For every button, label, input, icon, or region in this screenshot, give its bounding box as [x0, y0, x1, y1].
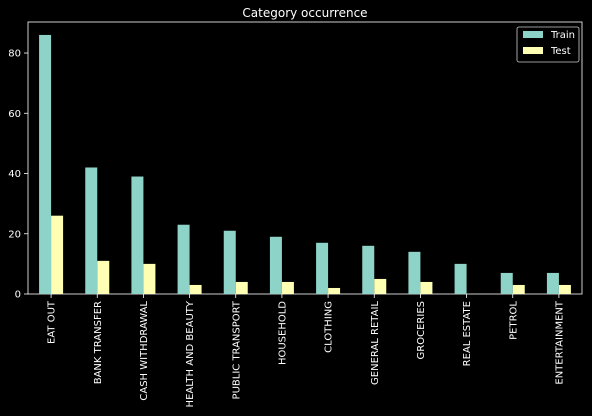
- bar-test-household: [281, 281, 294, 294]
- bar-test-bank-transfer: [97, 260, 110, 294]
- y-tick-label: 80: [8, 49, 21, 60]
- bar-train-cash-withdrawal: [131, 176, 144, 294]
- bar-train-clothing: [316, 242, 329, 294]
- bar-test-petrol: [512, 284, 525, 294]
- bar-train-groceries: [408, 251, 421, 294]
- legend: Train Test: [516, 26, 580, 63]
- y-tick-label: 20: [8, 229, 21, 240]
- bars: [39, 34, 571, 294]
- x-axis: EAT OUT BANK TRANSFER CASH WITHDRAWAL HEALT…: [47, 294, 565, 407]
- legend-label-train: Train: [550, 30, 575, 41]
- x-tick-label-public-transport: PUBLIC TRANSPORT: [231, 300, 242, 399]
- bar-train-household: [269, 236, 282, 294]
- x-tick-label-petrol: PETROL: [508, 301, 519, 340]
- y-axis: 0 20 40 60 80: [8, 49, 28, 301]
- x-tick-label-bank-transfer: BANK TRANSFER: [93, 301, 104, 384]
- bar-train-entertainment: [546, 272, 559, 294]
- x-tick-label-clothing: CLOTHING: [324, 301, 335, 353]
- y-tick-label: 0: [15, 290, 21, 301]
- bar-test-clothing: [328, 287, 341, 294]
- bar-test-groceries: [420, 281, 433, 294]
- plot-area-frame: [27, 21, 583, 295]
- legend-label-test: Test: [550, 46, 571, 57]
- x-tick-label-entertainment: ENTERTAINMENT: [554, 300, 565, 384]
- bar-train-public-transport: [223, 230, 236, 294]
- x-tick-label-eat-out: EAT OUT: [47, 300, 58, 344]
- x-tick-label-cash-withdrawal: CASH WITHDRAWAL: [139, 301, 150, 401]
- legend-swatch-train: [523, 31, 543, 38]
- bar-test-general-retail: [374, 278, 387, 294]
- x-tick-label-groceries: GROCERIES: [416, 301, 427, 359]
- bar-train-petrol: [500, 272, 513, 294]
- bar-test-entertainment: [558, 284, 571, 294]
- bar-test-eat-out: [51, 215, 64, 294]
- x-tick-label-health-and-beauty: HEALTH AND BEAUTY: [185, 300, 196, 407]
- bar-train-eat-out: [39, 34, 52, 294]
- bar-test-health-and-beauty: [189, 284, 202, 294]
- bar-train-bank-transfer: [85, 167, 98, 294]
- bar-test-public-transport: [235, 281, 248, 294]
- bar-train-real-estate: [454, 263, 467, 294]
- x-tick-label-real-estate: REAL ESTATE: [462, 301, 473, 366]
- x-tick-label-household: HOUSEHOLD: [277, 301, 288, 365]
- bar-test-cash-withdrawal: [143, 263, 156, 294]
- y-tick-label: 40: [8, 169, 21, 180]
- bar-train-general-retail: [362, 245, 375, 294]
- legend-swatch-test: [523, 47, 543, 54]
- bar-train-health-and-beauty: [177, 224, 190, 294]
- chart-title: Category occurrence: [242, 6, 367, 20]
- y-tick-label: 60: [8, 109, 21, 120]
- x-tick-label-general-retail: GENERAL RETAIL: [370, 301, 381, 385]
